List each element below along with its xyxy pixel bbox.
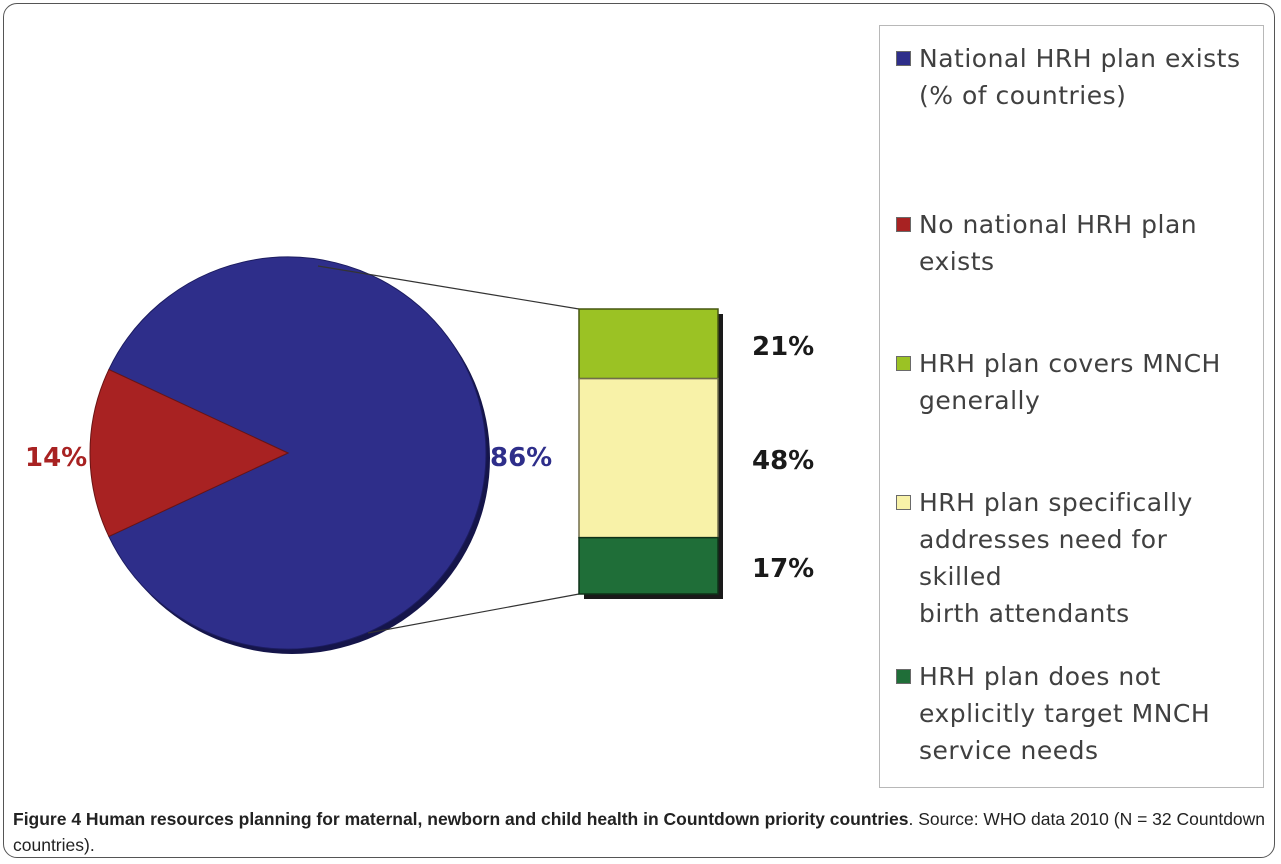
caption-text: . Source: WHO data 2010 (N = 32 Countdow…	[13, 809, 1266, 855]
pie-slice-no-national-plan	[89, 368, 290, 538]
caption-label: Figure 4 Human resources planning for ma…	[13, 809, 909, 829]
legend-label: National HRH plan exists (% of countries)	[919, 44, 1241, 110]
data-label-bar-17: 17%	[752, 554, 814, 584]
legend-label: HRH plan specifically addresses need for …	[919, 488, 1193, 628]
legend: National HRH plan exists (% of countries)…	[879, 25, 1264, 788]
figure-caption: Figure 4 Human resources planning for ma…	[13, 806, 1268, 858]
legend-label: HRH plan does not explicitly target MNCH s…	[919, 662, 1211, 765]
legend-item-not-target-mnch: HRH plan does not explicitly target MNCH s…	[896, 658, 1256, 769]
legend-label: HRH plan covers MNCH generally	[919, 349, 1221, 415]
data-label-14: 14%	[25, 443, 87, 473]
data-label-bar-48: 48%	[752, 446, 814, 476]
legend-swatch	[896, 51, 911, 66]
legend-item-skilled-birth-attendants: HRH plan specifically addresses need for …	[896, 484, 1256, 632]
connector-line-top	[317, 265, 580, 310]
legend-swatch	[896, 669, 911, 684]
legend-swatch	[896, 217, 911, 232]
connector-line-bottom	[367, 593, 580, 634]
figure-frame	[3, 3, 1275, 858]
bar-segment-not-target-mnch	[578, 536, 719, 595]
legend-swatch	[896, 495, 911, 510]
legend-swatch	[896, 356, 911, 371]
legend-item-covers-mnch-generally: HRH plan covers MNCH generally	[896, 345, 1256, 419]
data-label-86: 86%	[490, 443, 552, 473]
data-label-bar-21: 21%	[752, 332, 814, 362]
legend-item-no-national-plan: No national HRH plan exists	[896, 206, 1256, 280]
bar-segment-covers-mnch-generally	[578, 308, 719, 380]
bar-segment-skilled-birth-attendants	[578, 377, 719, 539]
legend-label: No national HRH plan exists	[919, 210, 1198, 276]
pie-slice-national-plan-exists	[108, 256, 487, 650]
chart: 14% 86% 21% 48% 17%	[25, 256, 814, 654]
legend-item-national-plan-exists: National HRH plan exists (% of countries)	[896, 40, 1256, 114]
